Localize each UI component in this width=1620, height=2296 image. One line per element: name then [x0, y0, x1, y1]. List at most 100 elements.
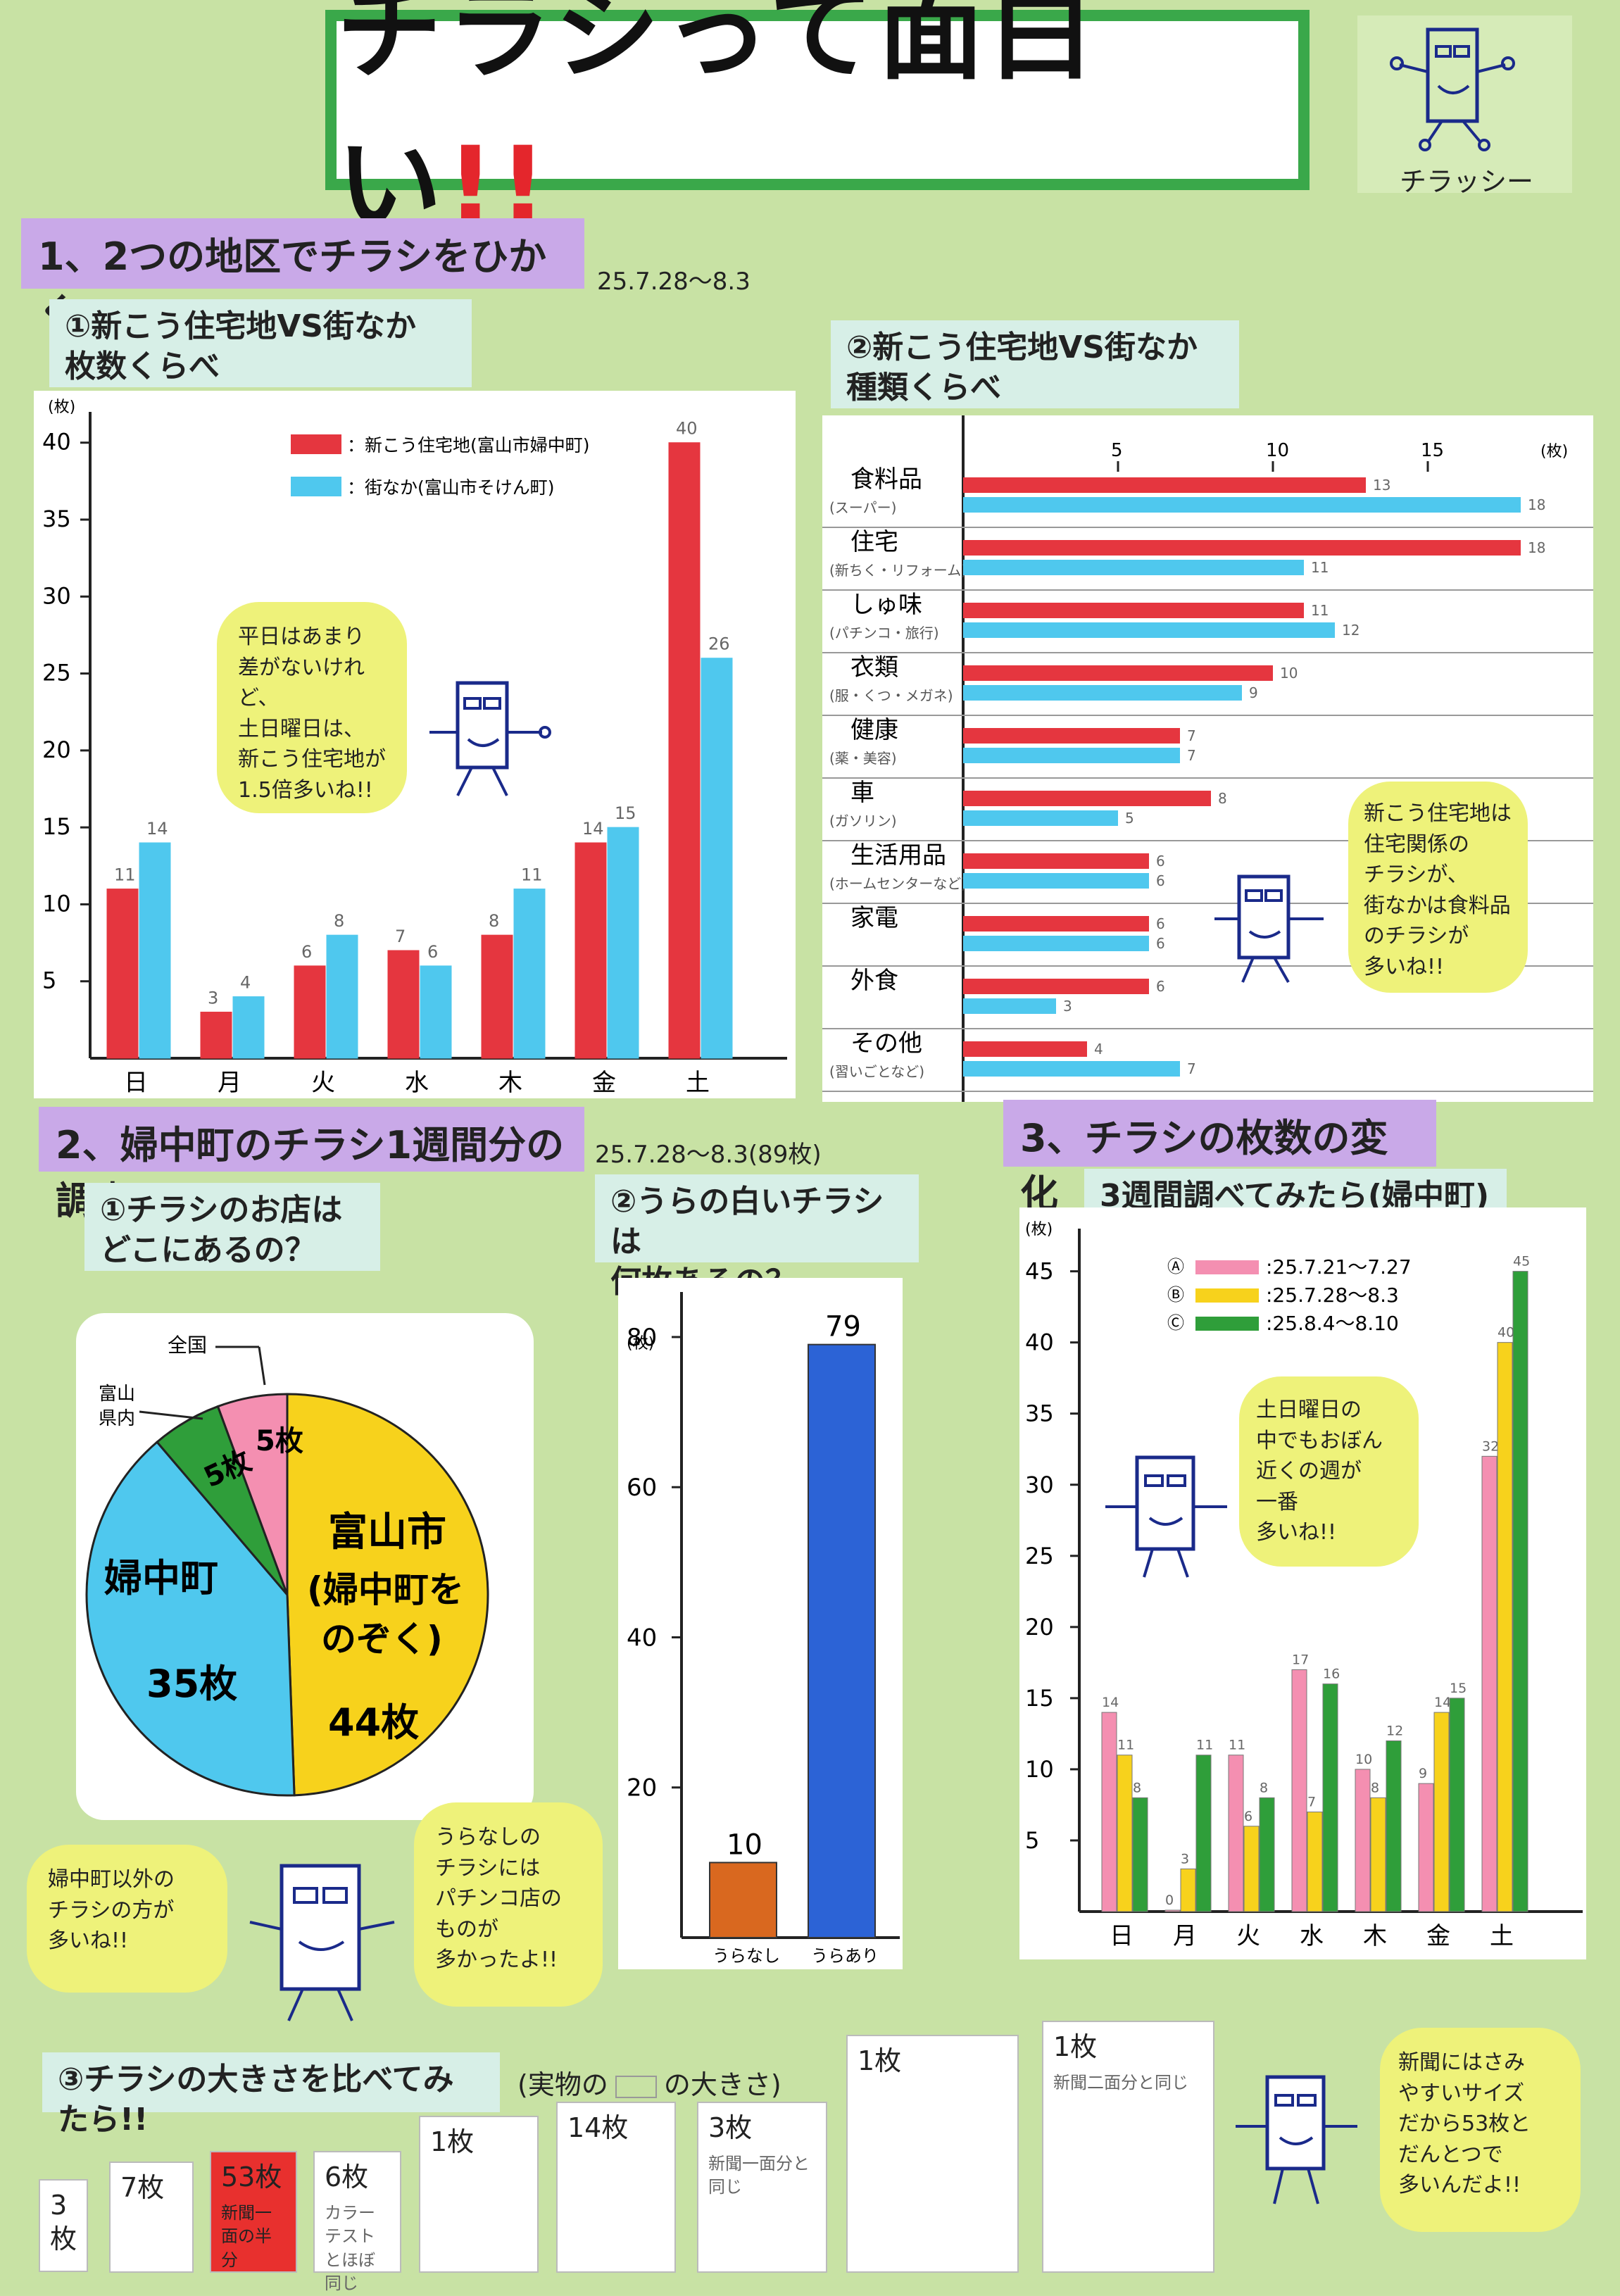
chart3-bar [1433, 1712, 1450, 1912]
size-box-2-count: 53枚 [221, 2162, 282, 2193]
chart2-bar [963, 728, 1180, 744]
chart3-category-label: 月 [1173, 1922, 1197, 1950]
chart3-data-label: 14 [1102, 1695, 1119, 1710]
size-box-0: 3枚 [39, 2179, 88, 2272]
pie-count-zenkoku: 5枚 [256, 1425, 303, 1457]
mascot-icon [429, 681, 551, 796]
section1-label: 1、2つの地区でチラシをひかく [21, 218, 584, 334]
chart3-svg: (枚) Ⓐ Ⓑ Ⓒ :25.7.21〜7.27 :25.7.28〜8.3 :25… [1025, 1221, 1583, 1950]
chart3-bar [1259, 1797, 1275, 1912]
chart3-legend-mark-1: Ⓑ [1167, 1285, 1184, 1305]
chart3-category-label: 日 [1110, 1922, 1134, 1950]
size-box-5-count: 14枚 [567, 2112, 629, 2143]
chart3-bar [1228, 1755, 1244, 1912]
chart2-category-note: (パチンコ・旅行) [829, 625, 939, 641]
chart1-tick-label: 40 [42, 429, 71, 456]
sizes-bubble-line1: やすいサイズ [1398, 2081, 1525, 2106]
chart2-data-label: 10 [1280, 665, 1298, 682]
chart2-bar [963, 853, 1149, 869]
chart1-bar [574, 842, 607, 1059]
pie-subtitle-line2: どこにあるの？ [100, 1232, 316, 1269]
chart3-bar [1386, 1740, 1402, 1912]
chart1-subtitle-line1: ①新こう住宅地VS街なか [65, 308, 416, 344]
size-box-2: 53枚新聞一面の半分 [210, 2151, 297, 2273]
chart2-tick-label: 5 [1111, 440, 1123, 461]
chart3-unit: (枚) [1025, 1221, 1053, 1238]
ura-subtitle-line1: ②うらの白いチラシは [610, 1184, 884, 1260]
chart2-subtitle-line2: 種類くらべ [846, 370, 1001, 406]
chart3-category-label: 木 [1363, 1922, 1387, 1950]
chart3-tick-label: 35 [1025, 1400, 1054, 1427]
chart2-data-label: 7 [1187, 1060, 1196, 1077]
ura-tick-label: 40 [627, 1624, 657, 1652]
chart2-bar [963, 936, 1149, 951]
chart2-category-label: 食料品 [850, 465, 922, 494]
pie-label-kennai-2: 県内 [99, 1408, 135, 1429]
pie-bubble-line0: 婦中町以外の [48, 1867, 175, 1892]
section2-label: 2、婦中町のチラシ1週間分の調査 [39, 1107, 584, 1223]
chart2-data-label: 11 [1311, 602, 1329, 619]
size-box-2-note: 新聞一面の半分 [221, 2202, 272, 2270]
pie-bubble-line1: チラシの方が [48, 1897, 175, 1923]
ura-category-label: うらなし [712, 1946, 780, 1966]
size-box-4: 1枚 [419, 2116, 539, 2273]
ura-bar [808, 1343, 876, 1939]
chart3-bar [1164, 1909, 1181, 1912]
chart3-bar [1512, 1271, 1528, 1912]
chart3-bar [1418, 1783, 1434, 1912]
sizes-bubble: 新聞にはさみ やすいサイズ だから53枚と だんとつで 多いんだよ!! [1380, 2028, 1581, 2232]
chart2-svg: (枚) 5 10 15 食料品 (スーパー) 13 18 住宅 (新ちく・リフォーム) 18 11… [822, 415, 1593, 1102]
chart2-bubble-line2: チラシが、 [1364, 862, 1469, 887]
chart2-bar [963, 622, 1335, 638]
chart3-legend-2: :25.8.4〜8.10 [1266, 1312, 1399, 1335]
chart2-data-label: 6 [1156, 915, 1165, 932]
ura-bubble-line1: チラシには [435, 1855, 541, 1881]
size-box-6-note: 新聞一面分と同じ [708, 2153, 810, 2197]
chart3-bar [1322, 1683, 1338, 1912]
chart3-bar [1243, 1826, 1260, 1912]
pie-slice [216, 1393, 289, 1595]
chart2-category-note: (薬・美容) [829, 750, 897, 767]
chart3-tick-label: 10 [1025, 1756, 1054, 1783]
size-box-0-count: 3枚 [50, 2190, 77, 2254]
ura-bubble-line0: うらなしの [435, 1825, 541, 1850]
ura-tick-label: 80 [627, 1324, 657, 1352]
chart2-subtitle-line1: ②新こう住宅地VS街なか [846, 330, 1198, 365]
chart2-bar [963, 1041, 1087, 1057]
chart1-data-label: 6 [301, 942, 312, 962]
mascot-icon [1390, 27, 1515, 151]
chart1-bar [139, 842, 171, 1059]
title-banner: チラシって面白い!! [325, 0, 1310, 247]
chart3-bar [1195, 1755, 1212, 1912]
chart2-bubble: 新こう住宅地は 住宅関係の チラシが、 街なかは食料品 のチラシが 多いね!! [1348, 782, 1528, 993]
chart2-data-label: 11 [1311, 559, 1329, 576]
chart2-bar [963, 685, 1242, 701]
chart1-bar [701, 658, 733, 1059]
chart1-bar [200, 1011, 232, 1059]
pie-subtitle: ①チラシのお店は どこにあるの？ [84, 1183, 380, 1271]
chart1-category-label: 土 [686, 1069, 710, 1097]
chart1-bubble: 平日はあまり 差がないけれど、 土日曜日は、 新こう住宅地が 1.5倍多いね!! [217, 602, 407, 813]
chart3-data-label: 12 [1386, 1724, 1403, 1739]
sizes-note-1: (実物の [517, 2069, 608, 2100]
chart3-bubble-line0: 土日曜日の [1256, 1398, 1362, 1422]
page-title: チラシって面白い!! [337, 0, 1098, 247]
chart2-bar [963, 665, 1273, 681]
chart3-bubble-line4: 多いね!! [1256, 1520, 1337, 1545]
chart1-tick-label: 10 [42, 890, 71, 917]
chart3-bar [1355, 1769, 1371, 1912]
chart3-legend-1: :25.7.28〜8.3 [1266, 1284, 1399, 1307]
chart2-bar [963, 540, 1521, 556]
chart1-category-label: 火 [311, 1069, 335, 1097]
chart3-bar [1497, 1342, 1513, 1912]
pie-label-fuchu: 婦中町 [104, 1556, 218, 1600]
chart2-bubble-line3: 街なかは食料品 [1364, 893, 1511, 918]
chart3-data-label: 15 [1450, 1681, 1467, 1696]
chart3-tick-label: 5 [1025, 1827, 1039, 1854]
chart1-bubble-line2: 土日曜日は、 [238, 716, 365, 741]
chart3-data-label: 11 [1196, 1738, 1213, 1753]
chart3-data-label: 16 [1323, 1667, 1340, 1682]
chart2-category-note: (服・くつ・メガネ) [829, 687, 953, 704]
chart2-data-label: 18 [1528, 496, 1545, 513]
size-box-3: 6枚 カラーテストとほぼ同じ [313, 2151, 401, 2293]
